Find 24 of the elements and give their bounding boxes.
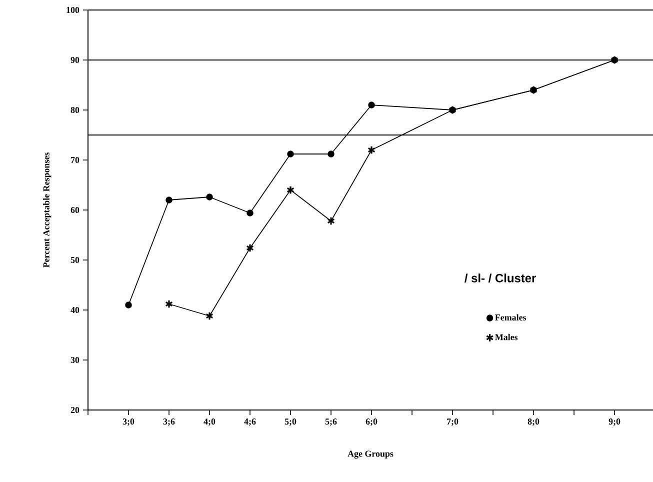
x-tick-label: 9;0 (608, 418, 620, 426)
x-tick-label: 3;0 (122, 418, 134, 426)
x-tick-label: 3;6 (163, 418, 175, 426)
x-tick-label: 8;0 (528, 418, 540, 426)
legend-title: / sl- / Cluster (464, 274, 536, 282)
y-tick-label: 100 (66, 6, 80, 14)
x-axis-title: Age Groups (348, 450, 394, 459)
y-tick-label: 60 (70, 206, 80, 214)
x-tick-label: 6;0 (366, 418, 378, 426)
y-tick-label: 80 (70, 106, 80, 114)
y-tick-label: 40 (70, 306, 80, 314)
x-tick-label: 7;0 (447, 418, 458, 426)
x-tick-label: 5;6 (325, 418, 337, 426)
x-tick-label: 4;6 (244, 418, 256, 426)
legend-label: Males (495, 334, 518, 340)
x-tick-label: 4;0 (204, 418, 216, 426)
legend-label: Females (495, 314, 526, 320)
y-tick-label: 30 (70, 356, 80, 364)
y-tick-label: 70 (71, 156, 80, 164)
y-axis-title: Percent Acceptable Responses (43, 152, 52, 268)
y-tick-label: 20 (70, 406, 80, 414)
y-tick-label: 50 (70, 256, 80, 264)
y-tick-label: 90 (70, 56, 80, 64)
x-tick-label: 5;0 (284, 418, 296, 426)
